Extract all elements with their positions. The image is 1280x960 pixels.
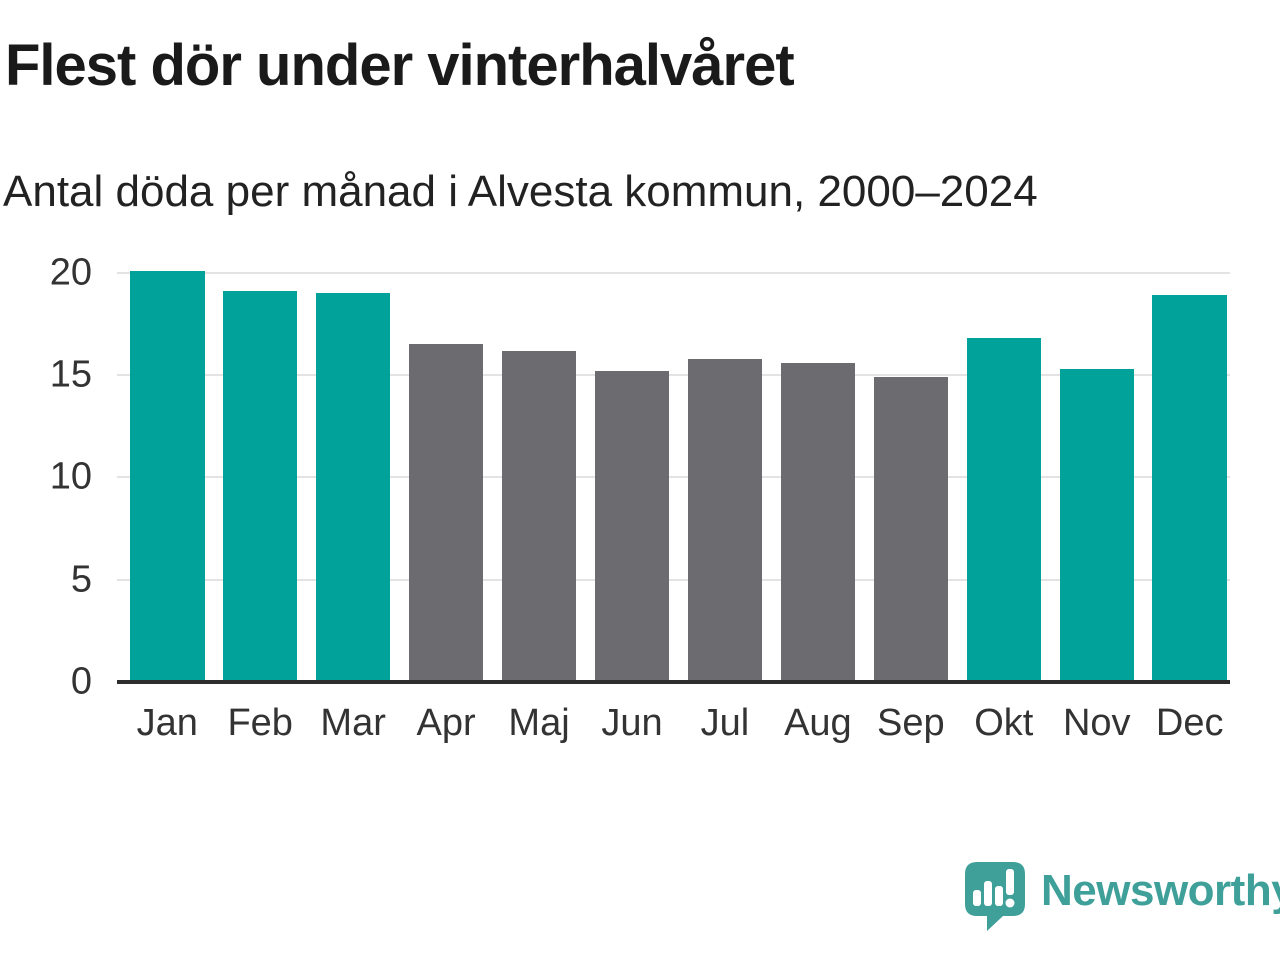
bar-feb (222, 291, 298, 682)
chart-subtitle: Antal döda per månad i Alvesta kommun, 2… (3, 167, 1038, 216)
x-tick-label-aug: Aug (784, 702, 852, 744)
brand-name: Newsworthy (1041, 866, 1280, 915)
bar-mar (315, 293, 391, 682)
x-tick-label-jan: Jan (136, 702, 198, 744)
y-tick-label-20: 20 (49, 251, 92, 294)
bar-sep (873, 377, 949, 682)
x-tick-label-okt: Okt (974, 702, 1034, 744)
bar-jul (687, 358, 763, 682)
bar-jan (130, 270, 205, 682)
brand-footer: Newsworthy (963, 860, 1280, 932)
gridline-y-15 (117, 374, 1230, 377)
gridline-y-5 (117, 578, 1230, 581)
x-axis-line (117, 680, 1230, 684)
gridline-y-10 (117, 476, 1230, 479)
y-tick-label-0: 0 (70, 660, 92, 703)
x-tick-label-maj: Maj (508, 702, 570, 744)
chart-title: Flest dör under vinterhalvåret (5, 33, 795, 98)
x-tick-label-jun: Jun (601, 702, 663, 744)
x-tick-label-apr: Apr (416, 702, 476, 744)
bar-okt (966, 338, 1042, 682)
x-tick-label-nov: Nov (1062, 702, 1131, 744)
bar-chart: 0 5 10 15 20 Jan Feb Mar Apr Maj Jun Jul Aug Sep Okt No… (50, 251, 1230, 744)
bar-nov (1059, 368, 1134, 682)
y-tick-label-5: 5 (70, 558, 92, 601)
y-tick-label-15: 15 (49, 353, 92, 396)
bar-apr (408, 344, 484, 682)
x-tick-label-sep: Sep (877, 702, 945, 744)
bar-maj (501, 350, 577, 682)
bar-dec (1152, 295, 1227, 682)
x-tick-label-mar: Mar (320, 702, 386, 744)
newsworthy-logo-icon (965, 862, 1025, 931)
x-tick-label-dec: Dec (1155, 702, 1224, 744)
gridline-y-20 (117, 271, 1230, 274)
bar-jun (594, 371, 670, 682)
x-tick-label-jul: Jul (700, 702, 750, 744)
y-tick-label-10: 10 (49, 455, 92, 498)
x-tick-label-feb: Feb (227, 702, 293, 744)
bar-aug (780, 362, 856, 682)
